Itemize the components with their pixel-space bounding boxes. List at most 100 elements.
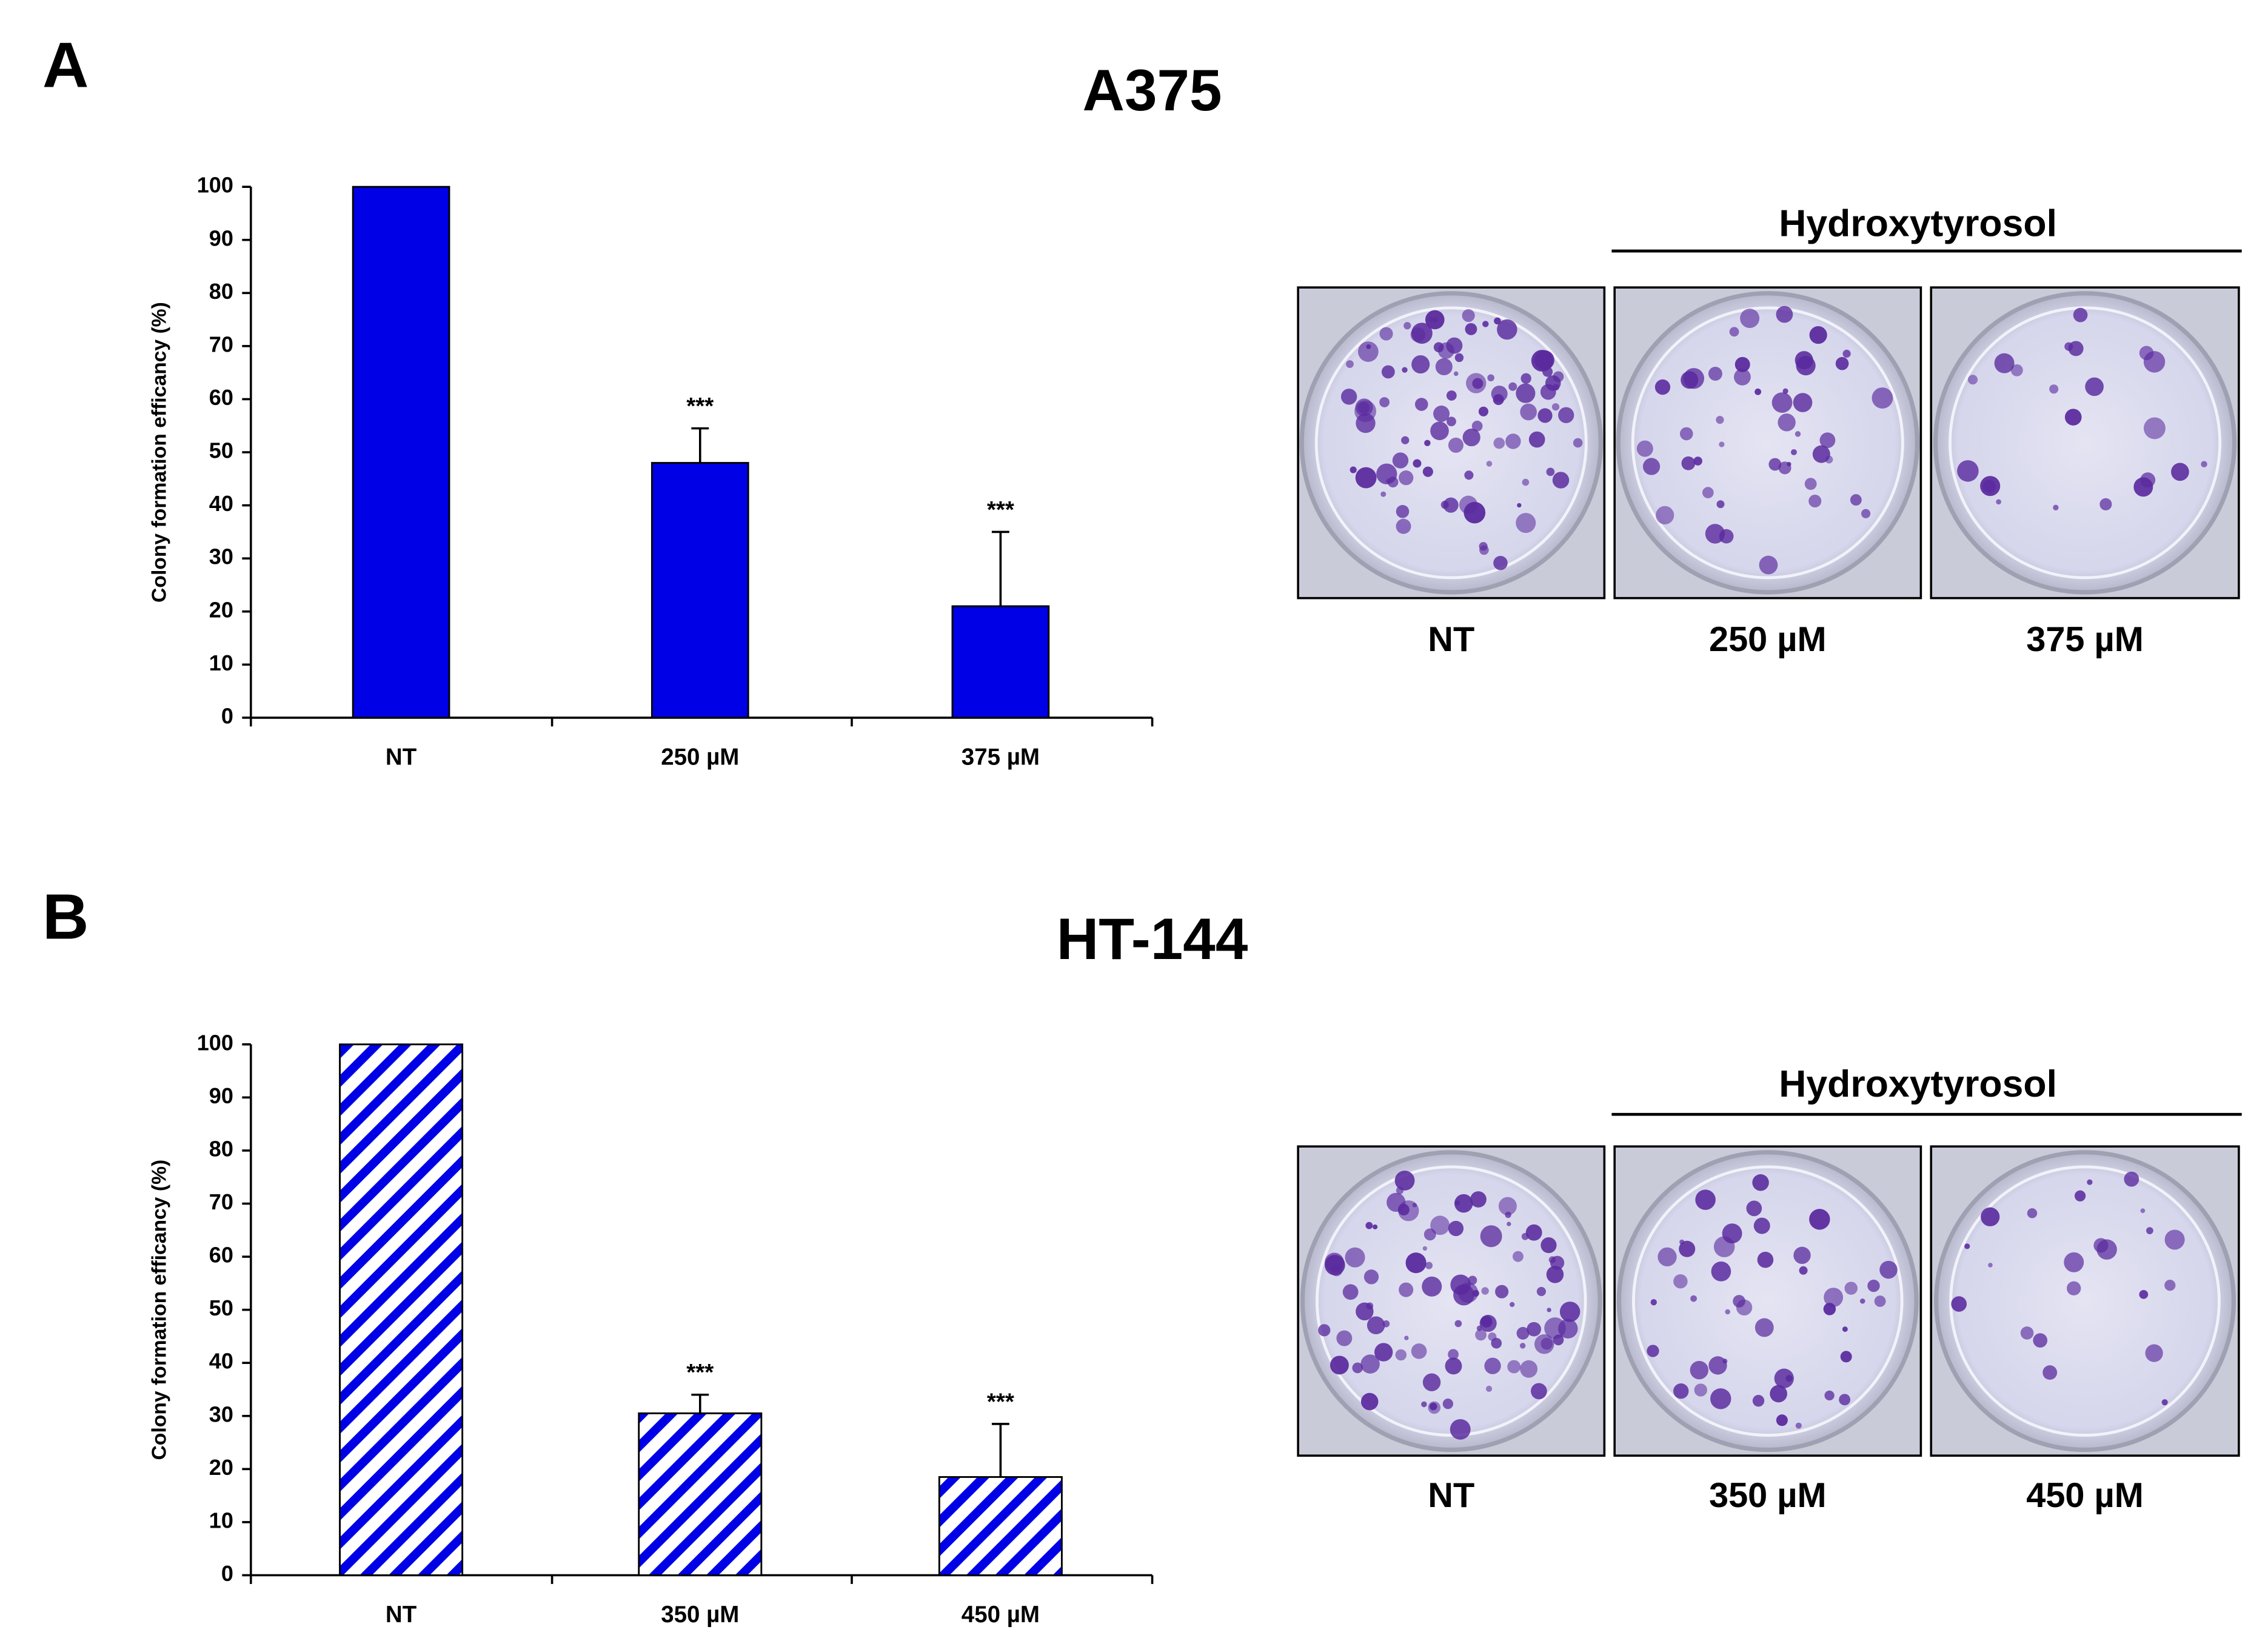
- y-tick-label: 20: [209, 597, 233, 622]
- dish: [1616, 291, 1920, 595]
- colony: [1392, 452, 1409, 469]
- colony: [1705, 524, 1725, 544]
- colony: [1809, 326, 1827, 344]
- colony: [1410, 327, 1426, 343]
- y-tick-label: 90: [209, 1083, 233, 1108]
- colony: [1650, 1299, 1657, 1306]
- colony: [1522, 478, 1530, 486]
- colony: [1782, 388, 1788, 394]
- colony: [1844, 1282, 1858, 1295]
- y-tick-label: 100: [197, 1030, 233, 1055]
- colony: [1471, 420, 1483, 432]
- colony: [1464, 470, 1474, 480]
- significance: ***: [686, 393, 714, 419]
- colony-photo: [1930, 286, 2240, 600]
- colony: [1719, 441, 1725, 447]
- colony: [1755, 1318, 1774, 1337]
- colony: [1366, 1302, 1374, 1310]
- colony: [1690, 1360, 1708, 1380]
- colony: [1399, 470, 1414, 486]
- colony: [1507, 1222, 1511, 1226]
- colony: [1559, 1302, 1581, 1322]
- colony: [1740, 309, 1760, 329]
- colony: [1793, 393, 1813, 412]
- colony: [1879, 1260, 1898, 1279]
- chart-title: A375: [1083, 58, 1222, 123]
- colony: [1422, 466, 1433, 477]
- colony: [1462, 428, 1480, 447]
- colony: [1850, 494, 1862, 506]
- colony: [1424, 439, 1431, 447]
- colony: [1450, 1419, 1471, 1440]
- colony: [1679, 1240, 1696, 1257]
- colony: [1725, 1309, 1730, 1315]
- colony: [1994, 353, 2015, 373]
- colony: [1516, 1326, 1530, 1340]
- colony: [1325, 1255, 1345, 1275]
- colony: [1988, 1263, 1993, 1268]
- y-tick-label: 40: [209, 491, 233, 516]
- colony: [1466, 373, 1487, 393]
- photo-label: 450 µM: [2026, 1476, 2144, 1515]
- y-tick-label: 80: [209, 1136, 233, 1161]
- colony: [1380, 491, 1387, 497]
- significance: ***: [987, 1389, 1014, 1415]
- colony: [1710, 1388, 1731, 1409]
- colony: [1497, 319, 1517, 340]
- colony: [1493, 437, 1505, 449]
- colony: [1421, 1401, 1427, 1408]
- y-tick-label: 80: [209, 279, 233, 304]
- colony: [1475, 1329, 1487, 1341]
- photo-label: 375 µM: [2026, 620, 2144, 659]
- colony: [1695, 1189, 1716, 1210]
- colony: [1681, 456, 1696, 470]
- colony: [2085, 377, 2104, 396]
- colony: [1980, 476, 2001, 496]
- colony: [1550, 1255, 1565, 1270]
- photo-label: 350 µM: [1709, 1476, 1827, 1515]
- colony: [1681, 371, 1699, 389]
- colony: [1425, 310, 1445, 330]
- colony: [2143, 417, 2166, 439]
- y-tick-label: 70: [209, 332, 233, 356]
- colony: [1716, 415, 1724, 424]
- colony: [1379, 327, 1393, 341]
- colony: [2033, 1333, 2048, 1348]
- dish-rim: [1949, 1165, 2221, 1437]
- colony: [1795, 351, 1813, 370]
- colony: [1318, 1324, 1331, 1337]
- colony: [1791, 449, 1797, 455]
- colony: [1433, 406, 1450, 423]
- colony: [1448, 1349, 1459, 1360]
- colony: [1778, 461, 1791, 475]
- colony: [2146, 1227, 2153, 1234]
- colony: [1482, 321, 1489, 327]
- colony: [1752, 1174, 1769, 1191]
- colony: [1774, 1368, 1794, 1388]
- colony: [1401, 436, 1410, 444]
- colony: [1824, 1288, 1844, 1308]
- colony: [2042, 1365, 2058, 1380]
- colony: [1752, 1395, 1765, 1407]
- colony: [1673, 1383, 1689, 1399]
- colony: [1457, 1282, 1479, 1303]
- y-tick-label: 30: [209, 544, 233, 569]
- colony: [1776, 1414, 1788, 1426]
- colony: [1776, 306, 1793, 323]
- colony: [1507, 1360, 1521, 1374]
- colony: [1402, 367, 1408, 373]
- colony: [1753, 1217, 1770, 1234]
- colony: [1808, 494, 1822, 508]
- colony: [1472, 1289, 1479, 1297]
- colony: [1656, 506, 1674, 525]
- bar: [339, 1043, 464, 1576]
- bar: [951, 605, 1050, 719]
- colony: [1531, 350, 1553, 372]
- colony: [1708, 1356, 1727, 1375]
- colony: [1558, 407, 1574, 424]
- panel-letter: A: [42, 30, 89, 101]
- colony: [1658, 1247, 1677, 1267]
- colony: [1366, 1316, 1385, 1335]
- colony: [1531, 1383, 1547, 1400]
